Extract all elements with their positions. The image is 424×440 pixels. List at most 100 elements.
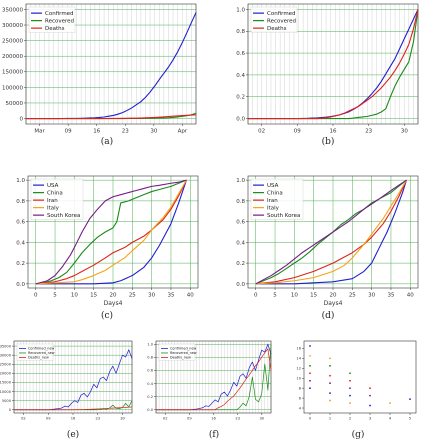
y-tick-label: 1.0 xyxy=(16,178,25,184)
scatter-point xyxy=(309,379,311,382)
y-tick-label: 0 xyxy=(20,116,24,122)
legend-entry: Iran xyxy=(47,198,58,204)
chart-d: 0.0 0.2 0.4 0.6 0.8 1.0 0 5 10 15 20 25 30 35 40 Days4 U… xyxy=(236,175,419,307)
x-tick-label: 30 xyxy=(368,293,375,299)
series-line-deaths xyxy=(26,114,197,120)
y-tick-label: 20000 xyxy=(0,372,12,376)
x-tick-label: 10 xyxy=(71,293,78,299)
series-line-iran xyxy=(35,179,187,285)
legend-entry: South Korea xyxy=(267,213,300,219)
legend-entry: Recovered xyxy=(267,19,296,25)
y-tick-label: 150000 xyxy=(2,70,23,76)
y-tick-label: 1.0 xyxy=(236,178,245,184)
scatter-point xyxy=(349,402,351,404)
x-tick-label: 09 xyxy=(46,417,51,421)
x-tick-label: 40 xyxy=(187,293,194,299)
x-tick-label: 35 xyxy=(387,293,394,299)
x-tick-label: 30 xyxy=(260,417,265,421)
scatter-point xyxy=(329,357,331,360)
series-line-deaths xyxy=(248,9,419,120)
scatter-point xyxy=(389,402,391,404)
scatter-point xyxy=(309,364,311,367)
x-tick-label: 2 xyxy=(349,417,351,421)
scatter-point xyxy=(309,387,311,390)
y-tick-label: 10 xyxy=(296,377,301,381)
plot-frame xyxy=(303,340,417,414)
legend-entry: Italy xyxy=(47,206,60,212)
y-tick-label: 12 xyxy=(296,367,301,371)
series-line-deaths-new xyxy=(156,348,272,411)
series-line-south-korea xyxy=(35,179,187,285)
series-line-deaths-new xyxy=(14,406,133,411)
y-tick-label: 350000 xyxy=(2,7,23,13)
y-tick-label: 0.4 xyxy=(236,240,245,246)
scatter-point xyxy=(369,394,371,397)
x-tick-label: 0 xyxy=(254,293,258,299)
legend-entry: China xyxy=(47,191,63,197)
scatter-point xyxy=(349,379,351,382)
x-tick-label: 40 xyxy=(407,293,414,299)
y-tick-label: 0.4 xyxy=(147,382,153,386)
legend-entry: Recovered_new xyxy=(170,351,197,355)
x-tick-label: 30 xyxy=(401,129,408,135)
x-tick-label: 09 xyxy=(294,129,301,135)
legend-entry: Deaths xyxy=(45,26,65,32)
y-tick-label: 0.4 xyxy=(16,240,25,246)
chart-c: 0.0 0.2 0.4 0.6 0.8 1.0 0 5 10 15 20 25 30 35 40 Days4 U… xyxy=(16,175,199,307)
caption-a: (a) xyxy=(101,136,113,147)
x-tick-label: 23 xyxy=(365,129,372,135)
caption-e: (e) xyxy=(67,429,79,440)
scatter-point xyxy=(329,392,331,395)
series-line-south-korea xyxy=(255,179,407,285)
y-tick-label: 8 xyxy=(299,386,302,390)
x-tick-label: 02 xyxy=(21,417,26,421)
chart-f: 0.0 0.2 0.4 0.6 0.8 1.0 02 09 16 23 30 Confirmed_ne… xyxy=(147,340,272,421)
y-tick-label: 0.0 xyxy=(16,282,25,288)
x-tick-label: Mar xyxy=(34,129,45,135)
series-line-italy xyxy=(255,179,407,285)
legend-entry: Iran xyxy=(267,198,278,204)
x-tick-label: 23 xyxy=(235,417,240,421)
legend-entry: Recovered xyxy=(45,19,74,25)
y-tick-label: 0.8 xyxy=(236,29,245,35)
x-tick-label: 30 xyxy=(150,129,157,135)
scatter-point xyxy=(329,364,331,367)
caption-b: (b) xyxy=(322,136,335,147)
chart-e: 0 5000 10000 15000 20000 25000 30000 35000 02 09 1… xyxy=(0,340,133,421)
x-tick-label: 16 xyxy=(93,129,100,135)
y-tick-label: 0.0 xyxy=(236,282,245,288)
scatter-point xyxy=(309,354,311,357)
scatter-point xyxy=(349,394,351,397)
x-tick-label: 3 xyxy=(369,417,371,421)
y-tick-label: 0.4 xyxy=(236,73,245,79)
x-tick-label: 09 xyxy=(65,129,72,135)
scatter-point xyxy=(329,399,331,402)
series-line-usa xyxy=(35,179,187,285)
caption-c: (c) xyxy=(101,310,113,321)
y-tick-label: 0.2 xyxy=(236,95,245,101)
legend-entry: USA xyxy=(267,183,279,189)
x-tick-label: 25 xyxy=(129,293,136,299)
legend-entry: Italy xyxy=(267,206,280,212)
x-tick-label: 09 xyxy=(187,417,192,421)
scatter-point xyxy=(329,374,331,377)
x-tick-label: 16 xyxy=(330,129,337,135)
caption-d: (d) xyxy=(322,310,335,321)
x-tick-label: 30 xyxy=(120,417,125,421)
scatter-point xyxy=(349,387,351,390)
y-tick-label: 16 xyxy=(296,347,301,351)
caption-f: (f) xyxy=(209,429,219,440)
y-tick-label: 35000 xyxy=(0,344,12,348)
x-axis-label: Days4 xyxy=(104,300,123,307)
x-tick-label: 20 xyxy=(330,293,337,299)
y-tick-label: 50000 xyxy=(6,101,24,107)
y-tick-label: 0.6 xyxy=(236,51,245,57)
y-tick-label: 25000 xyxy=(0,363,12,367)
y-tick-label: 0.6 xyxy=(236,220,245,226)
legend-entry: Deaths_new xyxy=(28,356,49,360)
legend-entry: Recovered_new xyxy=(28,351,55,355)
x-tick-label: Apr xyxy=(178,129,188,135)
legend-entry: Confirmed_new xyxy=(170,347,197,351)
